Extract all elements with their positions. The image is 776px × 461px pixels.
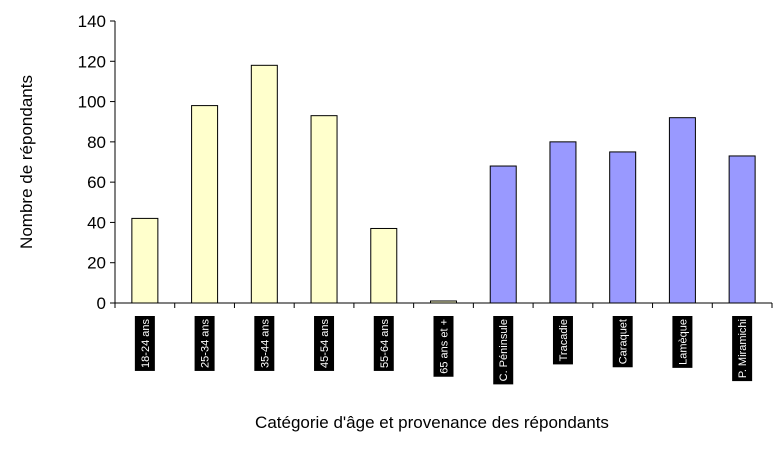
y-axis: 0 20 40 60 80 100 120 140 xyxy=(78,12,116,313)
category-label-text: Lamèque xyxy=(677,319,689,365)
category-label-text: Caraquet xyxy=(618,319,630,364)
category-label: 25-34 ans xyxy=(194,316,215,371)
bar xyxy=(489,165,517,304)
bar xyxy=(191,105,219,304)
y-tick-label: 120 xyxy=(78,52,106,71)
y-tick-label: 60 xyxy=(87,173,106,192)
y-tick-label: 80 xyxy=(87,133,106,152)
category-labels: 18-24 ans 25-34 ans 35-44 ans 45-54 ans 55-6… xyxy=(134,316,753,385)
category-label: 18-24 ans xyxy=(134,316,155,371)
category-label-box xyxy=(493,316,514,385)
bar xyxy=(668,117,696,304)
category-label-box xyxy=(194,316,215,371)
category-label: C. Péninsule xyxy=(493,316,514,385)
category-label: 45-54 ans xyxy=(314,316,335,371)
x-axis-title: Catégorie d'âge et provenance des répond… xyxy=(255,413,609,432)
bars xyxy=(131,64,756,304)
category-label-box xyxy=(732,316,753,382)
y-tick-label: 140 xyxy=(78,12,106,31)
category-label-box xyxy=(433,316,454,377)
category-label-box xyxy=(314,316,335,371)
category-label-text: 25-34 ans xyxy=(200,319,212,368)
category-label-text: 35-44 ans xyxy=(259,319,271,368)
category-label: Lamèque xyxy=(672,316,693,368)
category-label-text: 55-64 ans xyxy=(379,319,391,368)
x-axis xyxy=(114,302,773,308)
category-label: 55-64 ans xyxy=(373,316,394,371)
category-label: Tracadie xyxy=(552,316,573,365)
y-tick-label: 20 xyxy=(87,254,106,273)
bar xyxy=(250,64,278,304)
bar xyxy=(370,227,398,304)
category-label-text: Tracadie xyxy=(558,319,570,361)
bar xyxy=(549,141,577,304)
category-label-box xyxy=(612,316,633,368)
category-label: P. Miramichi xyxy=(732,316,753,382)
category-label-text: C. Péninsule xyxy=(498,319,510,381)
category-label: Caraquet xyxy=(612,316,633,368)
bar xyxy=(131,217,159,304)
category-label-box xyxy=(373,316,394,371)
y-tick-label: 0 xyxy=(97,294,106,313)
category-label-box xyxy=(552,316,573,365)
category-label-box xyxy=(134,316,155,371)
category-label-text: 18-24 ans xyxy=(140,319,152,368)
y-axis-title: Nombre de répondants xyxy=(17,75,36,249)
category-label-text: 65 ans et + xyxy=(439,319,451,374)
category-label-text: 45-54 ans xyxy=(319,319,331,368)
bar xyxy=(310,115,338,304)
bar xyxy=(609,151,637,304)
category-label-text: P. Miramichi xyxy=(737,319,749,378)
y-tick-label: 100 xyxy=(78,93,106,112)
category-label: 35-44 ans xyxy=(254,316,275,371)
category-label-box xyxy=(672,316,693,368)
category-label: 65 ans et + xyxy=(433,316,454,377)
bar xyxy=(728,155,756,304)
category-label-box xyxy=(254,316,275,371)
y-tick-label: 40 xyxy=(87,213,106,232)
